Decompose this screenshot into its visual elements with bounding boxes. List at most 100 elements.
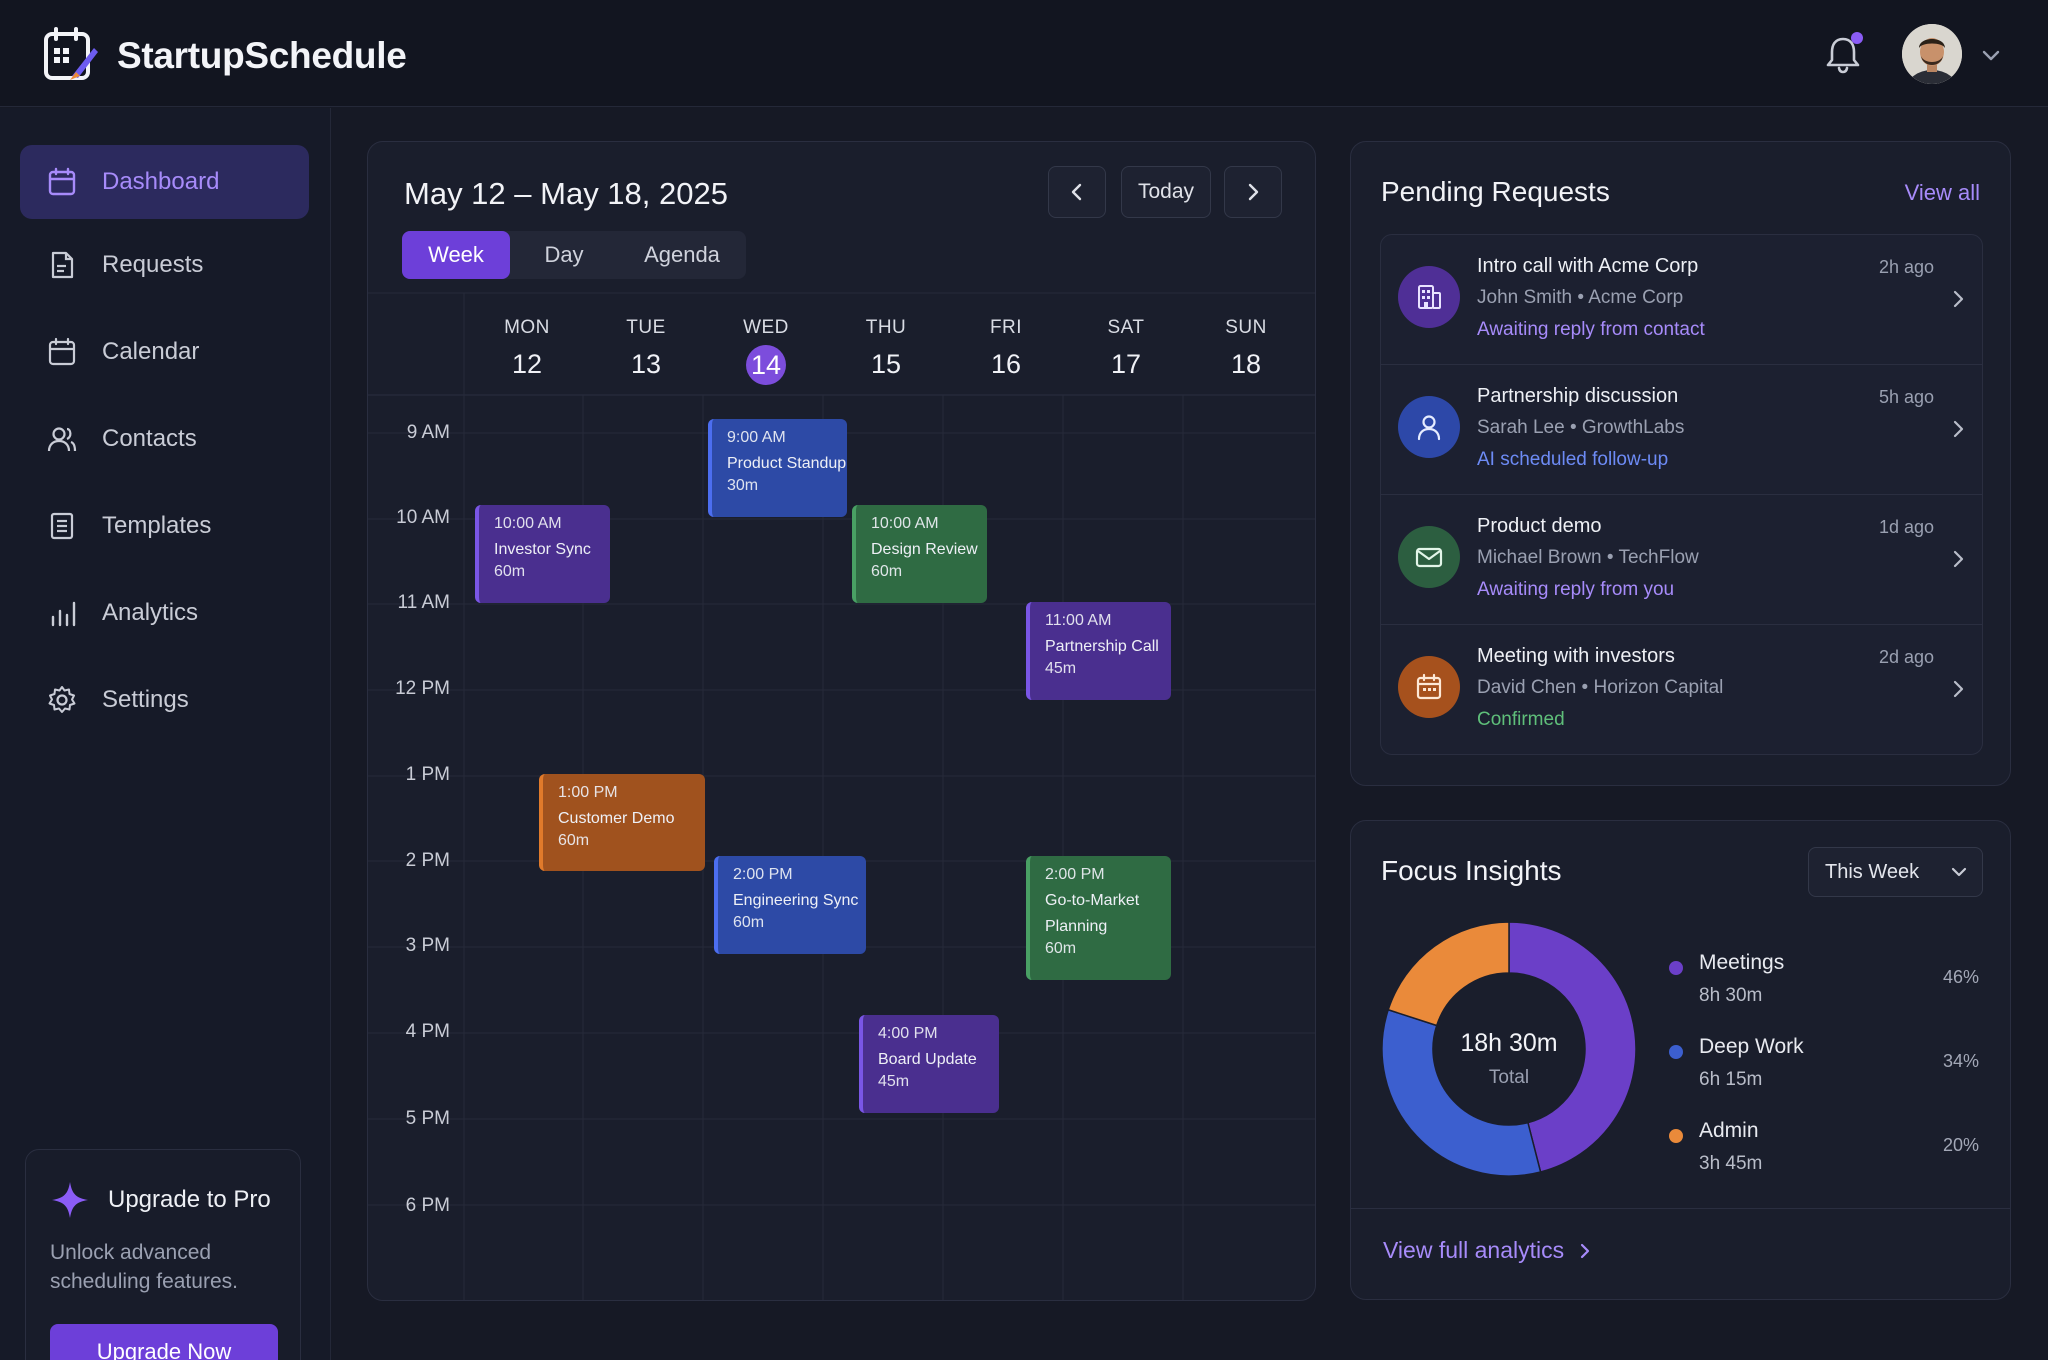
- request-item[interactable]: Product demo Michael Brown • TechFlow Aw…: [1381, 495, 1982, 625]
- request-item[interactable]: Meeting with investors David Chen • Hori…: [1381, 625, 1982, 754]
- day-header-sat[interactable]: SAT 17: [1066, 317, 1186, 383]
- event-engineering-sync[interactable]: 2:00 PM Engineering Sync 60m: [714, 856, 866, 954]
- notification-dot: [1851, 32, 1863, 44]
- request-contact: Michael Brown • TechFlow: [1477, 547, 1699, 568]
- day-header-tue[interactable]: TUE 13: [586, 317, 706, 383]
- sidebar-item-label: Settings: [102, 686, 189, 713]
- previous-week-button[interactable]: [1048, 166, 1106, 218]
- event-customer-demo[interactable]: 1:00 PM Customer Demo 60m: [539, 774, 705, 871]
- sidebar-item-templates[interactable]: Templates: [20, 489, 309, 563]
- event-time: 2:00 PM: [733, 866, 793, 883]
- sidebar-item-label: Calendar: [102, 338, 200, 365]
- day-header-thu[interactable]: THU 15: [826, 317, 946, 383]
- event-time: 2:00 PM: [1045, 866, 1105, 883]
- hour-label: 9 AM: [406, 422, 450, 443]
- focus-insights-title: Focus Insights: [1381, 855, 1562, 886]
- user-avatar[interactable]: [1902, 24, 1962, 84]
- event-time: 4:00 PM: [878, 1025, 938, 1042]
- bell-icon[interactable]: [1824, 34, 1862, 74]
- day-header-sun[interactable]: SUN 18: [1186, 317, 1306, 383]
- pending-requests-title: Pending Requests: [1381, 176, 1610, 207]
- tab-week[interactable]: Week: [402, 231, 510, 279]
- donut-segment-meetings: [1508, 921, 1637, 1173]
- day-header-fri[interactable]: FRI 16: [946, 317, 1066, 383]
- event-product-standup[interactable]: 9:00 AM Product Standup 30m: [708, 419, 847, 517]
- top-bar: StartupSchedule: [0, 0, 2048, 107]
- next-week-button[interactable]: [1224, 166, 1282, 218]
- app-logo-icon: [44, 27, 98, 80]
- chevron-right-icon[interactable]: [1948, 679, 1968, 699]
- gear-icon: [48, 686, 76, 713]
- event-duration: 45m: [1045, 660, 1077, 677]
- donut-segment-admin: [1387, 921, 1510, 1027]
- upgrade-now-button[interactable]: Upgrade Now: [50, 1324, 278, 1360]
- chevron-left-icon: [1071, 183, 1082, 201]
- mail-icon: [1415, 547, 1443, 568]
- legend-dot: [1669, 961, 1683, 975]
- hour-label: 11 AM: [397, 592, 450, 613]
- event-title: Go-to-Market Planning: [1045, 892, 1140, 935]
- upgrade-title: Upgrade to Pro: [108, 1186, 271, 1213]
- event-investor-sync[interactable]: 10:00 AM Investor Sync 60m: [475, 505, 610, 603]
- hour-label: 10 AM: [396, 507, 450, 528]
- event-design-review[interactable]: 10:00 AM Design Review 60m: [852, 505, 987, 603]
- chevron-right-icon[interactable]: [1948, 549, 1968, 569]
- request-item[interactable]: Partnership discussion Sarah Lee • Growt…: [1381, 365, 1982, 495]
- sidebar-item-settings[interactable]: Settings: [20, 663, 309, 737]
- period-select-value: This Week: [1825, 860, 1920, 883]
- hour-label: 5 PM: [405, 1108, 450, 1129]
- chevron-right-icon[interactable]: [1948, 419, 1968, 439]
- list-document-icon: [50, 512, 74, 540]
- request-contact: David Chen • Horizon Capital: [1477, 677, 1724, 698]
- day-date: 17: [1110, 349, 1142, 379]
- request-status: Confirmed: [1477, 709, 1565, 730]
- day-name: FRI: [989, 317, 1023, 338]
- day-header-mon[interactable]: MON 12: [467, 317, 587, 383]
- event-partnership-call[interactable]: 11:00 AM Partnership Call 45m: [1026, 602, 1171, 700]
- chevron-right-icon: [1248, 183, 1259, 201]
- hour-label: 6 PM: [405, 1195, 450, 1216]
- day-date: 13: [630, 349, 662, 379]
- event-duration: 60m: [494, 563, 526, 580]
- period-select[interactable]: This Week: [1808, 847, 1983, 897]
- day-name: SAT: [1107, 317, 1145, 338]
- event-title: Design Review: [871, 541, 978, 558]
- request-badge: [1398, 656, 1460, 718]
- chevron-right-icon[interactable]: [1948, 289, 1968, 309]
- hour-label: 3 PM: [405, 935, 450, 956]
- pending-requests-panel: Pending Requests View all Intro call wit…: [1350, 141, 2011, 786]
- event-board-update[interactable]: 4:00 PM Board Update 45m: [859, 1015, 999, 1113]
- event-go-to-market-planning[interactable]: 2:00 PM Go-to-Market Planning 60m: [1026, 856, 1171, 980]
- sidebar-item-contacts[interactable]: Contacts: [20, 402, 309, 476]
- user-icon: [1417, 415, 1441, 441]
- day-date: 12: [511, 349, 543, 379]
- event-time: 9:00 AM: [727, 429, 786, 446]
- sidebar-item-requests[interactable]: Requests: [20, 228, 309, 302]
- focus-insights-panel: Focus Insights This Week 18h 30m Total M…: [1350, 820, 2011, 1300]
- legend-percent: 46%: [1942, 967, 1979, 987]
- event-title: Investor Sync: [494, 541, 591, 558]
- legend-item-meetings: Meetings 8h 30m 46%: [1669, 949, 1979, 1019]
- legend-time: 3h 45m: [1699, 1153, 1763, 1174]
- sidebar-item-calendar[interactable]: Calendar: [20, 315, 309, 389]
- chevron-down-icon[interactable]: [1980, 44, 2002, 66]
- today-button[interactable]: Today: [1121, 166, 1211, 218]
- sidebar-item-label: Contacts: [102, 425, 197, 452]
- day-header-wed[interactable]: WED 14: [706, 317, 826, 385]
- view-full-analytics-link[interactable]: View full analytics: [1383, 1237, 1594, 1264]
- sidebar-item-analytics[interactable]: Analytics: [20, 576, 309, 650]
- sidebar-item-dashboard[interactable]: Dashboard: [20, 145, 309, 219]
- request-company: Acme Corp: [1588, 287, 1684, 308]
- tab-day[interactable]: Day: [544, 242, 584, 267]
- total-time: 18h 30m: [1460, 1029, 1558, 1057]
- event-title: Product Standup: [727, 455, 847, 472]
- hour-label: 2 PM: [405, 850, 450, 871]
- tab-agenda[interactable]: Agenda: [644, 242, 720, 267]
- request-item[interactable]: Intro call with Acme Corp John Smith • A…: [1381, 235, 1982, 365]
- request-title: Intro call with Acme Corp: [1477, 255, 1699, 277]
- view-all-link[interactable]: View all: [1904, 180, 1980, 205]
- request-status: Awaiting reply from contact: [1477, 319, 1705, 340]
- sidebar: Dashboard Requests Calendar Contacts Tem…: [0, 108, 331, 1360]
- view-tabs: Week Day Agenda: [402, 231, 746, 279]
- request-contact: John Smith • Acme Corp: [1477, 287, 1684, 308]
